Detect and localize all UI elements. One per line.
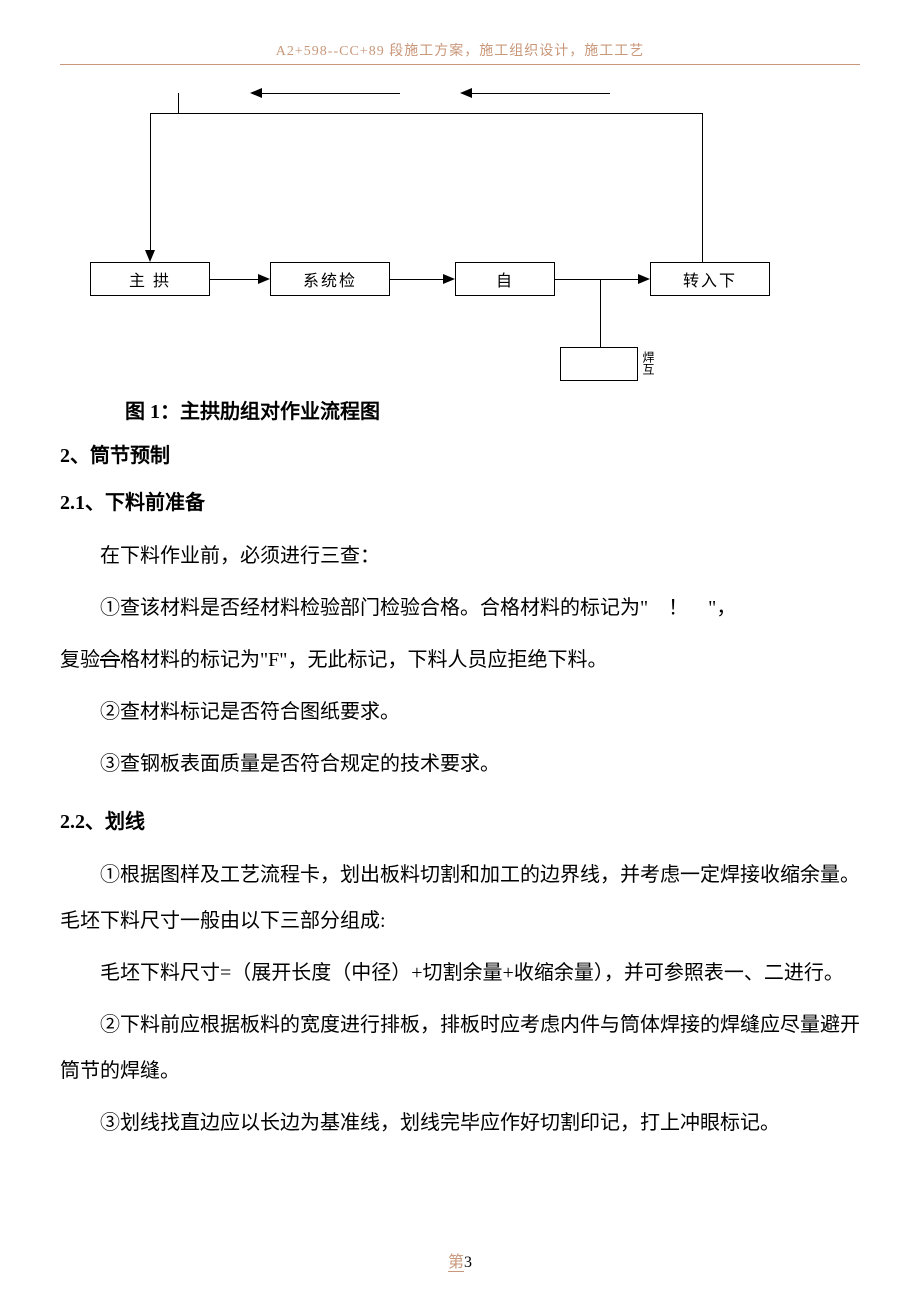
paragraph: ②查材料标记是否符合图纸要求。 bbox=[60, 689, 860, 735]
flow-box-1: 主 拱 bbox=[90, 262, 210, 296]
paragraph: ①根据图样及工艺流程卡，划出板料切割和加工的边界线，并考虑一定焊接收缩余量。毛坯… bbox=[60, 852, 860, 944]
flow-box-4: 转入下 bbox=[650, 262, 770, 296]
flow-line bbox=[150, 113, 151, 253]
flow-line bbox=[210, 279, 258, 280]
strike-text: 合 bbox=[100, 649, 120, 671]
heading-2-2: 2.2、划线 bbox=[60, 805, 860, 834]
flow-box-5-label: 焊互 bbox=[640, 351, 657, 375]
paragraph: ③查钢板表面质量是否符合规定的技术要求。 bbox=[60, 741, 860, 787]
paragraph: ①查该材料是否经材料检验部门检验合格。合格材料的标记为" ！ "， bbox=[60, 585, 860, 631]
flow-box-2: 系统检 bbox=[270, 262, 390, 296]
flow-line bbox=[178, 113, 702, 114]
flow-line bbox=[600, 279, 601, 349]
paragraph: 在下料作业前，必须进行三查： bbox=[60, 533, 860, 579]
footer-underline: 第 bbox=[448, 1254, 464, 1272]
flow-box-5 bbox=[560, 347, 638, 381]
arrow-icon bbox=[638, 274, 650, 284]
text: ①查该材料是否经材料检验部门检验合格。合格材料的标记为" ！ "， bbox=[100, 597, 736, 619]
heading-2: 2、筒节预制 bbox=[60, 439, 860, 468]
flow-line bbox=[150, 113, 179, 114]
flow-line bbox=[555, 279, 638, 280]
paragraph: ②下料前应根据板料的宽度进行排板，排板时应考虑内件与筒体焊接的焊缝应尽量避开筒节… bbox=[60, 1002, 860, 1094]
flow-line bbox=[470, 93, 610, 94]
flow-line bbox=[390, 279, 443, 280]
figure-caption: 图 1：主拱肋组对作业流程图 bbox=[125, 395, 860, 424]
text: 复验 bbox=[60, 649, 100, 671]
flow-line bbox=[702, 113, 703, 262]
page-header: A2+598--CC+89 段施工方案，施工组织设计，施工工艺 bbox=[60, 40, 860, 65]
heading-2-1: 2.1、下料前准备 bbox=[60, 486, 860, 515]
paragraph: 毛坯下料尺寸=（展开长度（中径）+切割余量+收缩余量），并可参照表一、二进行。 bbox=[60, 950, 860, 996]
footer-page-number: 3 bbox=[464, 1254, 472, 1271]
paragraph: 复验合格材料的标记为"F"，无此标记，下料人员应拒绝下料。 bbox=[60, 637, 860, 683]
page-footer: 第3 bbox=[0, 1248, 920, 1272]
paragraph: ③划线找直边应以长边为基准线，划线完毕应作好切割印记，打上冲眼标记。 bbox=[60, 1100, 860, 1146]
flow-line bbox=[260, 93, 400, 94]
text: 格材料的标记为"F"，无此标记，下料人员应拒绝下料。 bbox=[120, 649, 607, 671]
arrow-icon bbox=[258, 274, 270, 284]
flow-line bbox=[178, 93, 179, 113]
flowchart: 主 拱 系统检 自 转入下 焊互 bbox=[60, 85, 860, 385]
arrow-icon bbox=[145, 250, 155, 262]
arrow-icon bbox=[443, 274, 455, 284]
flow-box-3: 自 bbox=[455, 262, 555, 296]
